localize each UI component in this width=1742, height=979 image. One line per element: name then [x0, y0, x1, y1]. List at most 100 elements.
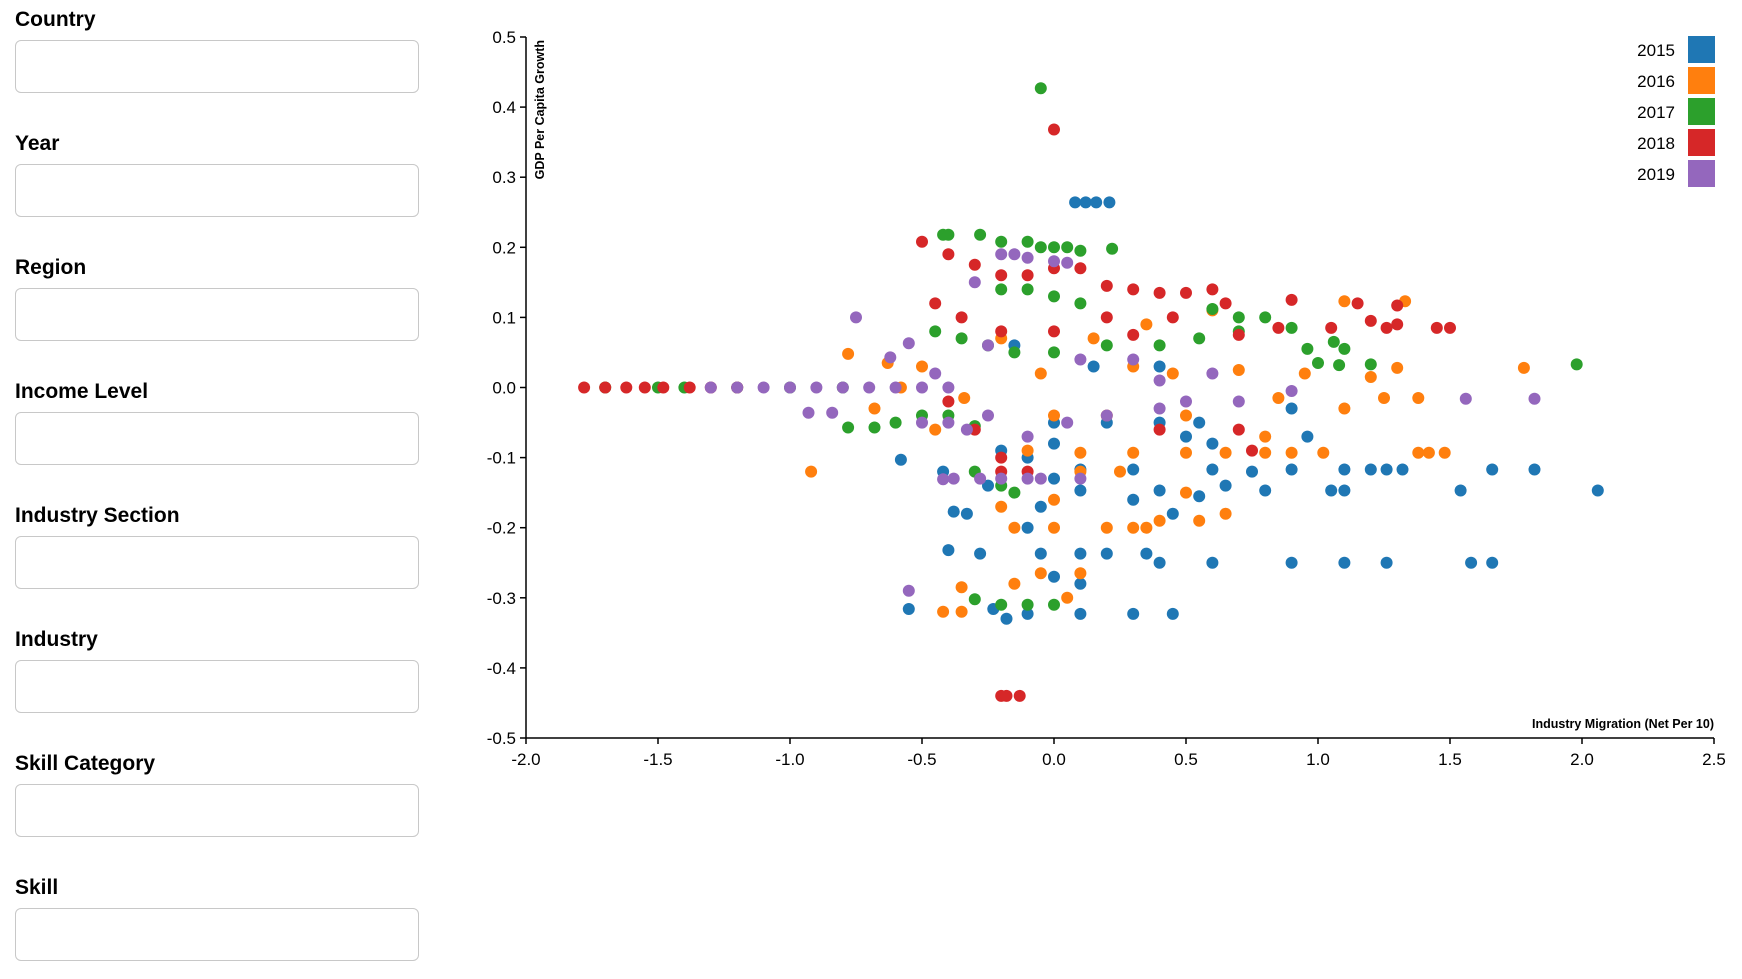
- point-2015-34: [1127, 607, 1140, 620]
- point-2015-48: [1206, 437, 1219, 450]
- point-2019-17: [942, 381, 955, 394]
- point-2015-46: [1193, 416, 1206, 429]
- filter-input-industry[interactable]: [15, 660, 419, 713]
- point-2018-46: [1232, 423, 1245, 436]
- x-tick-label: 0.0: [1042, 750, 1066, 769]
- point-2016-10: [1317, 446, 1330, 459]
- filter-year: Year: [15, 132, 419, 217]
- point-2017-11: [1206, 303, 1219, 315]
- point-2015-26: [1206, 556, 1219, 569]
- point-2016-4: [1422, 446, 1435, 459]
- point-2017-50: [995, 283, 1008, 296]
- point-2018-2: [599, 381, 612, 394]
- legend-swatch: [1688, 129, 1715, 156]
- point-2018-4: [638, 381, 651, 394]
- point-2017-34: [929, 325, 942, 338]
- point-2019-13: [836, 381, 849, 394]
- point-2017-2: [942, 228, 955, 241]
- point-2016-5: [1438, 446, 1451, 459]
- point-2018-14: [968, 258, 981, 271]
- point-2019-0: [850, 311, 862, 324]
- point-2015-42: [960, 507, 973, 520]
- filter-income-level: Income Level: [15, 380, 419, 465]
- point-2016-2: [1338, 295, 1351, 308]
- legend-label: 2015: [1637, 41, 1675, 60]
- y-axis-title: GDP Per Capita Growth: [533, 40, 547, 179]
- point-2018-41: [1166, 311, 1179, 324]
- point-2016-24: [958, 392, 971, 404]
- point-2017-21: [1570, 358, 1583, 371]
- point-2019-12: [810, 381, 823, 394]
- point-2017-15: [1301, 342, 1314, 355]
- point-2016-15: [1127, 446, 1140, 459]
- point-2016-60: [1048, 493, 1060, 506]
- point-2018-22: [1180, 286, 1192, 299]
- point-2015-60: [1087, 360, 1100, 373]
- point-2017-46: [1048, 598, 1060, 611]
- point-2018-45: [1153, 423, 1166, 436]
- filter-label-industry-section: Industry Section: [15, 504, 180, 527]
- filter-input-skill[interactable]: [15, 908, 419, 961]
- point-2015-15: [1153, 484, 1166, 497]
- filter-input-income-level[interactable]: [15, 412, 419, 465]
- point-2016-57: [1021, 444, 1034, 457]
- legend-label: 2017: [1637, 103, 1675, 122]
- point-2018-37: [955, 311, 968, 324]
- point-2015-23: [1100, 547, 1113, 560]
- point-2019-29: [1232, 395, 1245, 408]
- filter-industry-section: Industry Section: [15, 504, 419, 589]
- point-2016-14: [1180, 446, 1192, 459]
- x-tick-label: 2.5: [1702, 750, 1726, 769]
- point-2017-8: [1061, 241, 1074, 254]
- filter-input-skill-category[interactable]: [15, 784, 419, 837]
- point-2015-1: [1079, 196, 1092, 209]
- y-tick-label: -0.4: [487, 659, 516, 678]
- point-2016-9: [1412, 392, 1425, 404]
- point-2018-26: [1351, 297, 1364, 310]
- filter-label-skill-category: Skill Category: [15, 752, 156, 775]
- point-2015-41: [947, 505, 960, 518]
- point-2016-52: [1127, 521, 1140, 534]
- point-2015-35: [1166, 607, 1179, 620]
- point-2015-13: [1486, 463, 1499, 476]
- point-2015-63: [1219, 479, 1232, 492]
- point-2017-40: [1153, 339, 1166, 352]
- point-2018-3: [620, 381, 633, 394]
- point-2019-32: [947, 472, 960, 485]
- point-2016-58: [1114, 465, 1126, 478]
- point-2015-55: [1285, 402, 1298, 415]
- point-2017-7: [1048, 241, 1060, 254]
- point-2017-5: [1021, 235, 1034, 248]
- x-tick-label: -2.0: [511, 750, 540, 769]
- filter-input-country[interactable]: [15, 40, 419, 93]
- point-2017-51: [1021, 283, 1034, 296]
- filter-label-industry: Industry: [15, 628, 98, 651]
- point-2015-67: [1166, 507, 1179, 520]
- point-2019-8: [704, 381, 717, 394]
- point-2015-66: [1021, 521, 1034, 534]
- y-tick-label: 0.4: [492, 98, 516, 117]
- point-2015-16: [1259, 484, 1272, 497]
- filter-input-region[interactable]: [15, 288, 419, 341]
- point-2016-31: [1232, 364, 1245, 376]
- legend-swatch: [1688, 67, 1715, 94]
- filter-input-year[interactable]: [15, 164, 419, 217]
- point-2017-20: [1364, 358, 1377, 371]
- point-2017-4: [995, 235, 1008, 248]
- legend-label: 2016: [1637, 72, 1675, 91]
- point-2019-21: [942, 416, 955, 429]
- point-2016-51: [995, 500, 1008, 513]
- point-2019-34: [995, 472, 1008, 485]
- point-2016-54: [1166, 367, 1179, 380]
- point-2016-47: [955, 581, 968, 594]
- y-tick-label: 0.0: [492, 379, 516, 398]
- point-2016-42: [1193, 514, 1206, 527]
- point-2017-19: [1333, 359, 1346, 372]
- point-2018-47: [1246, 444, 1258, 457]
- point-2015-57: [1048, 472, 1060, 485]
- point-2016-0: [1517, 361, 1530, 374]
- filter-skill-category: Skill Category: [15, 752, 419, 837]
- point-2015-10: [1380, 463, 1393, 476]
- filter-input-industry-section[interactable]: [15, 536, 419, 589]
- point-2015-65: [1034, 500, 1047, 513]
